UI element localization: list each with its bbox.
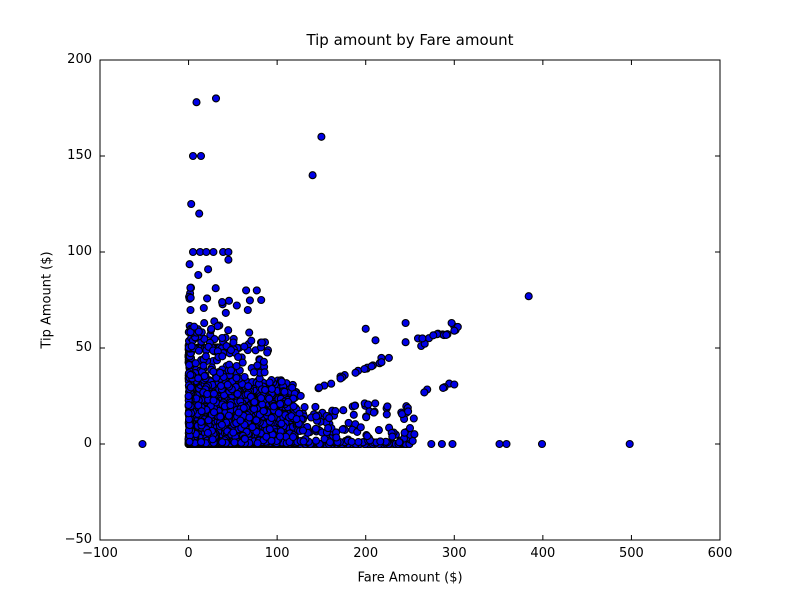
x-tick-label: 600 [707,546,733,561]
y-axis-label: Tip Amount ($) [39,251,55,349]
y-tick-label: 50 [75,340,92,355]
x-axis-label: Fare Amount ($) [357,570,463,586]
y-tick-label: 0 [83,436,92,451]
y-tick-label: 200 [67,52,92,67]
chart-title: Tip amount by Fare amount [306,31,514,49]
x-tick-label: 200 [353,546,379,561]
x-tick-label: 100 [264,546,290,561]
y-tick-label: −50 [64,532,92,547]
y-tick-label: 150 [67,148,92,163]
x-tick-label: −100 [82,546,118,561]
x-tick-label: 500 [619,546,644,561]
plot-frame [99,59,721,541]
x-tick-label: 0 [184,546,193,561]
x-tick-label: 300 [441,546,467,561]
x-tick-label: 400 [530,546,556,561]
scatter-points [138,94,634,449]
axis-ticks [99,59,721,541]
y-tick-label: 100 [67,244,92,259]
